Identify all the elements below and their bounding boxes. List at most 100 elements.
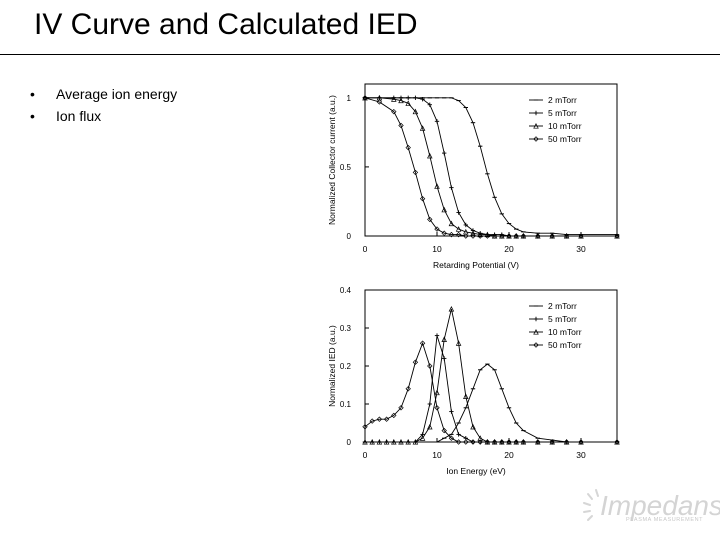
data-point <box>419 435 426 441</box>
legend-label: 50 mTorr <box>548 340 582 350</box>
data-point <box>506 233 512 239</box>
data-point <box>441 206 447 213</box>
plot-frame <box>364 83 618 237</box>
bullet-list: • Average ion energy • Ion flux <box>30 86 177 130</box>
data-point <box>455 340 462 346</box>
data-point <box>405 144 411 151</box>
data-point <box>520 439 527 445</box>
data-point <box>477 439 483 445</box>
legend-label: 10 mTorr <box>548 327 582 337</box>
legend-label: 2 mTorr <box>548 95 577 105</box>
legend-label: 5 mTorr <box>548 314 577 324</box>
bullet-text: Ion flux <box>56 108 102 124</box>
logo-rays-icon <box>583 489 599 521</box>
data-point <box>614 439 620 445</box>
data-point <box>513 233 519 239</box>
y-tick-label: 0 <box>347 438 352 447</box>
data-point <box>420 97 425 102</box>
data-point <box>455 226 462 232</box>
legend-label: 5 mTorr <box>548 108 577 118</box>
data-point <box>449 409 454 414</box>
data-point <box>369 418 375 424</box>
x-axis-label: Ion Energy (eV) <box>446 466 506 476</box>
series-2-mtorr <box>362 97 620 236</box>
series-line <box>364 97 617 237</box>
series-line <box>365 97 617 236</box>
y-tick-label: 0.2 <box>340 362 352 371</box>
data-point <box>442 150 447 156</box>
data-point <box>477 435 483 441</box>
data-point <box>427 363 433 369</box>
data-point <box>391 108 397 115</box>
data-point <box>442 356 447 361</box>
bullet-dot-icon: • <box>30 86 35 102</box>
impedans-logo: Impedans PLASMA MEASUREMENT <box>582 484 720 530</box>
data-point <box>398 439 404 445</box>
data-point <box>427 216 433 223</box>
x-tick-label: 10 <box>432 244 442 254</box>
data-point <box>398 405 404 411</box>
y-tick-label: 0 <box>347 232 352 241</box>
data-point <box>427 423 433 430</box>
x-tick-label: 0 <box>363 450 368 460</box>
data-point <box>405 439 411 445</box>
data-point <box>405 100 411 106</box>
data-point <box>376 439 383 445</box>
data-point <box>455 439 462 445</box>
bullet-item: • Ion flux <box>30 108 177 124</box>
data-point <box>419 340 426 346</box>
data-point <box>449 185 454 190</box>
data-point <box>578 439 584 445</box>
data-point <box>419 195 426 202</box>
series-50-mtorr <box>362 95 620 239</box>
page-title: IV Curve and Calculated IED <box>34 8 418 41</box>
series-5-mtorr <box>362 95 620 239</box>
x-tick-label: 0 <box>363 244 368 254</box>
legend-marker <box>533 342 539 348</box>
y-tick-label: 0.1 <box>340 400 352 409</box>
data-point <box>391 96 397 102</box>
data-point <box>406 95 411 101</box>
y-tick-label: 0.3 <box>340 324 352 333</box>
data-point <box>434 183 440 189</box>
data-point <box>362 95 368 101</box>
data-point <box>434 226 440 232</box>
legend-label: 50 mTorr <box>548 134 582 144</box>
legend-marker <box>533 136 539 142</box>
data-point <box>412 439 419 445</box>
data-point <box>470 233 476 239</box>
legend-label: 2 mTorr <box>548 301 577 311</box>
series-10-mtorr <box>362 94 620 239</box>
data-point <box>448 435 455 441</box>
data-point <box>578 233 584 239</box>
data-point <box>470 423 476 430</box>
data-point <box>470 439 476 445</box>
logo-tagline: PLASMA MEASUREMENT <box>626 517 704 523</box>
data-point <box>563 233 570 239</box>
data-point <box>376 99 383 105</box>
logo-wordmark: Impedans <box>600 490 720 521</box>
series-line <box>365 97 617 237</box>
data-point <box>383 439 390 445</box>
x-tick-label: 20 <box>504 244 514 254</box>
y-tick-label: 1 <box>347 94 352 103</box>
data-point <box>369 439 375 445</box>
data-point <box>463 439 469 445</box>
data-point <box>563 439 570 445</box>
data-point <box>463 393 469 399</box>
data-point <box>391 412 397 419</box>
bullet-text: Average ion energy <box>56 86 178 102</box>
legend-marker <box>533 316 539 322</box>
data-point <box>535 439 541 445</box>
legend-marker <box>533 123 539 129</box>
data-point <box>412 108 419 115</box>
data-point <box>362 424 368 430</box>
data-point <box>470 230 476 236</box>
data-point <box>456 432 461 437</box>
bullet-dot-icon: • <box>30 108 35 124</box>
data-point <box>499 233 505 239</box>
data-point <box>441 427 447 434</box>
data-point <box>535 233 541 239</box>
data-point <box>499 439 505 445</box>
